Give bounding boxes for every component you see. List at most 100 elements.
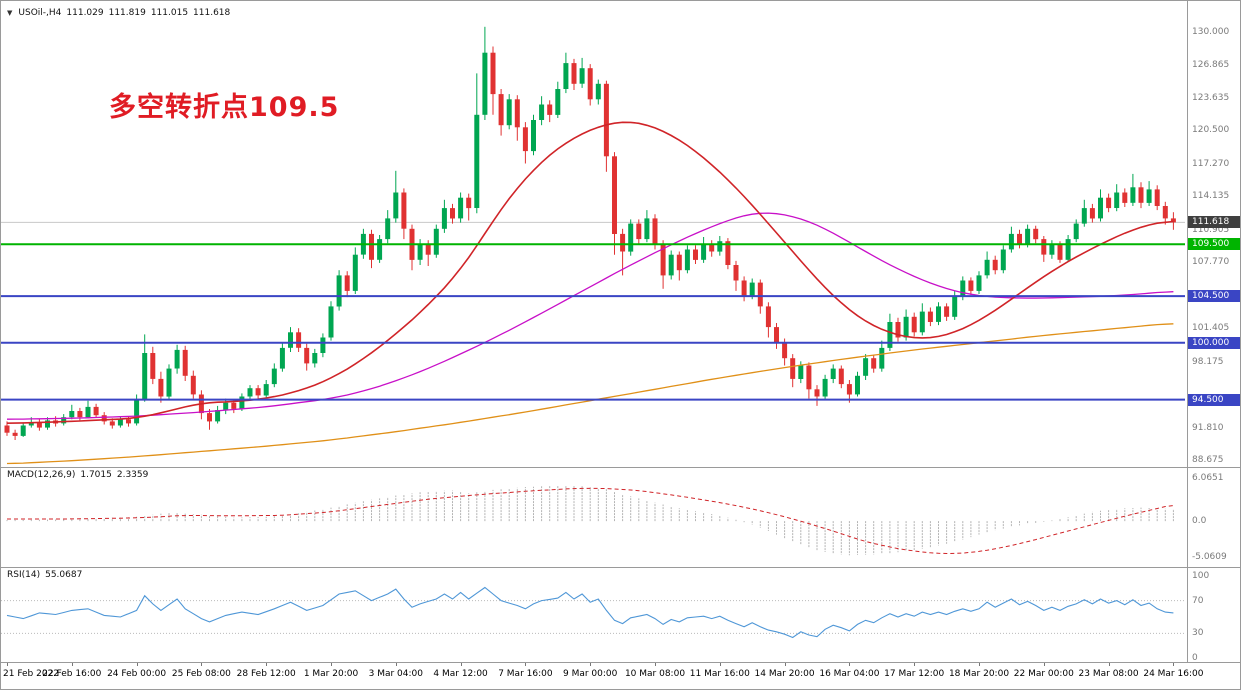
candle-body [1008, 233, 1014, 250]
time-axis-label[interactable]: 17 Mar 12:00 [884, 669, 945, 679]
candle-body [846, 384, 852, 395]
panel-separator-rsi[interactable] [1, 567, 1240, 568]
price-axis-label: 120.500 [1192, 125, 1230, 136]
time-axis-label[interactable]: 11 Mar 16:00 [689, 669, 750, 679]
macd-title-label: MACD(12,26,9) [7, 470, 76, 480]
time-axis-label[interactable]: 1 Mar 20:00 [303, 669, 359, 679]
candle-body [838, 368, 844, 385]
candle-body [126, 419, 131, 424]
candle-body [166, 368, 172, 397]
candle-body [1049, 244, 1055, 255]
rsi-axis-label: 30 [1192, 628, 1204, 639]
candle-body [992, 259, 998, 271]
price-axis-separator[interactable] [1187, 1, 1188, 662]
candle-body [855, 375, 860, 395]
macd-axis-label: -5.0609 [1192, 552, 1227, 562]
collapse-triangle-icon[interactable]: ▼ [7, 9, 13, 17]
time-tick [7, 663, 8, 666]
macd-panel-title: MACD(12,26,9) 1.7015 2.3359 [7, 470, 148, 480]
rsi-axis-label: 70 [1192, 595, 1204, 606]
time-axis-label[interactable]: 4 Mar 12:00 [433, 669, 488, 679]
candle-body [247, 388, 253, 397]
candle-body [36, 422, 42, 428]
candle-body [936, 306, 941, 322]
candle-body [320, 337, 326, 353]
candle-body [887, 322, 893, 348]
candle-body [296, 332, 302, 348]
time-axis-label[interactable]: 25 Feb 08:00 [171, 669, 231, 679]
candle-body [28, 422, 34, 426]
macd-axis-label: 6.0651 [1192, 473, 1224, 483]
candle-body [466, 197, 472, 209]
candle-body [798, 365, 804, 379]
time-tick [914, 663, 916, 666]
candle-body [77, 411, 83, 418]
candle-body [984, 259, 990, 276]
candle-body [571, 63, 577, 84]
candle-body [393, 192, 399, 219]
price-axis-label: 126.865 [1192, 59, 1230, 70]
candle-body [919, 311, 925, 333]
time-axis-label[interactable]: 21 Feb 2022 [3, 669, 60, 679]
candle-body [693, 249, 698, 260]
candle-body [782, 342, 788, 359]
time-axis-label[interactable]: 7 Mar 16:00 [498, 669, 553, 679]
candle-body [765, 306, 771, 328]
candle-body [790, 358, 796, 379]
time-axis-label[interactable]: 10 Mar 08:00 [624, 669, 686, 679]
symbol-ohlc-header: ▼ USOil-,H4 111.029 111.819 111.015 111.… [7, 8, 230, 18]
candle-body [215, 410, 221, 422]
time-tick [136, 663, 138, 666]
candle-body [417, 244, 423, 260]
price-badge-104.500: 104.500 [1188, 290, 1240, 303]
ma-slow-orange [6, 323, 1174, 465]
time-axis-separator [1, 662, 1240, 663]
candle-body [717, 241, 723, 252]
time-tick [590, 663, 592, 666]
price-badge-100.000: 100.000 [1188, 336, 1240, 349]
time-axis-label[interactable]: 9 Mar 00:00 [563, 669, 618, 679]
candle-body [1065, 239, 1071, 260]
candle-body [879, 347, 885, 369]
time-axis-label[interactable]: 24 Mar 16:00 [1143, 669, 1204, 679]
time-axis-label[interactable]: 18 Mar 20:00 [948, 669, 1010, 679]
candle-body [271, 368, 277, 385]
candle-body [134, 399, 140, 424]
time-axis-label[interactable]: 3 Mar 04:00 [368, 669, 423, 679]
time-tick [525, 663, 527, 666]
time-tick [460, 663, 462, 666]
candle-body [757, 282, 763, 307]
time-axis-label[interactable]: 24 Feb 00:00 [107, 669, 167, 679]
candle-body [603, 83, 609, 157]
time-tick [71, 663, 73, 666]
ohlc-close: 111.618 [193, 8, 231, 18]
time-axis-label[interactable]: 28 Feb 12:00 [236, 669, 296, 679]
time-axis-label[interactable]: 16 Mar 04:00 [819, 669, 880, 679]
macd-value-signal: 2.3359 [116, 470, 149, 480]
candle-body [263, 384, 269, 396]
time-axis-label[interactable]: 14 Mar 20:00 [754, 669, 815, 679]
ohlc-high: 111.819 [108, 8, 146, 18]
candle-body [369, 233, 374, 260]
time-tick [1108, 663, 1110, 666]
time-axis-label[interactable]: 23 Mar 08:00 [1078, 669, 1139, 679]
candle-body [733, 265, 739, 281]
price-axis-label: 91.810 [1192, 422, 1224, 433]
time-axis-label[interactable]: 22 Mar 00:00 [1013, 669, 1074, 679]
time-tick [266, 663, 268, 666]
panel-separator-macd[interactable] [1, 467, 1240, 468]
time-tick [719, 663, 721, 666]
candle-body [1057, 244, 1063, 260]
time-axis-label[interactable]: 22 Feb 16:00 [42, 669, 102, 679]
candle-body [441, 208, 447, 229]
candle-body [450, 208, 455, 219]
candle-body [1122, 192, 1128, 203]
time-tick [1043, 663, 1045, 666]
candle-body [1041, 239, 1047, 255]
candle-body [498, 94, 504, 126]
rsi-axis-label: 0 [1192, 653, 1198, 663]
candle-body [207, 413, 212, 422]
rsi-axis-label: 100 [1192, 571, 1210, 581]
candle-body [952, 296, 958, 317]
